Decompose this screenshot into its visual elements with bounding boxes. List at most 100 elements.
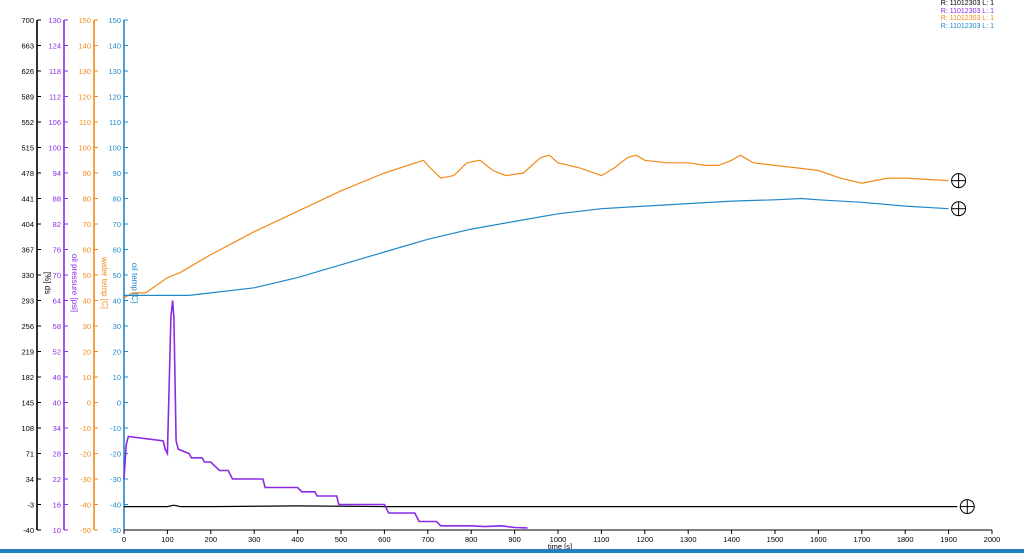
y-tick-label-oil_temp: -20 [110,450,121,459]
y-axis-title-speed: [%] ds [43,272,52,294]
y-tick-label-oil_pressure: 112 [49,93,61,102]
x-tick-label: 1700 [853,535,870,544]
x-tick-label: 1800 [897,535,914,544]
y-tick-label-oil_temp: -10 [110,424,121,433]
y-tick-label-oil_pressure: 82 [53,220,61,229]
y-tick-label-oil_pressure: 100 [48,144,61,153]
y-tick-label-oil_pressure: 22 [53,475,61,484]
y-tick-label-oil_pressure: 28 [53,450,61,459]
y-tick-label-oil_pressure: 34 [53,424,61,433]
x-tick-label: 400 [291,535,304,544]
y-tick-label-speed: 626 [21,67,34,76]
y-tick-label-oil_temp: 70 [113,220,121,229]
y-tick-label-oil_temp: 120 [108,93,121,102]
y-tick-label-water_temp: 40 [83,297,91,306]
y-tick-label-speed: 145 [21,399,34,408]
series-line-water_temp [123,154,949,299]
y-tick-label-water_temp: 0 [87,399,91,408]
x-tick-label: 200 [205,535,218,544]
y-tick-label-speed: 663 [21,42,34,51]
y-tick-label-speed: 589 [21,93,34,102]
bottom-scroll-strip[interactable] [0,549,1024,553]
y-tick-label-water_temp: 140 [78,42,91,51]
y-tick-label-speed: 700 [21,16,34,25]
y-tick-label-water_temp: -30 [80,475,91,484]
y-tick-label-speed: 71 [26,450,34,459]
y-tick-label-water_temp: 70 [83,220,91,229]
x-tick-label: 1500 [767,535,784,544]
y-tick-label-water_temp: 150 [78,16,91,25]
y-tick-label-water_temp: 10 [83,373,91,382]
y-tick-label-oil_temp: 140 [108,42,121,51]
y-tick-label-water_temp: 60 [83,246,91,255]
y-tick-label-oil_temp: 10 [113,373,121,382]
y-tick-label-speed: 515 [21,144,34,153]
legend-entry-oil-pressure: R: 11012303 L: 1 [940,7,994,15]
y-tick-label-oil_pressure: 16 [53,501,61,510]
y-tick-label-oil_temp: 50 [113,271,121,280]
y-tick-label-oil_temp: 0 [117,399,121,408]
y-tick-label-speed: -40 [23,526,34,535]
x-tick-label: 500 [335,535,348,544]
x-tick-label: 900 [508,535,521,544]
y-tick-label-water_temp: 50 [83,271,91,280]
y-tick-label-oil_pressure: 52 [53,348,61,357]
y-tick-label-water_temp: -10 [80,424,91,433]
y-axis-title-oil_temp: oil temp [C] [130,263,139,303]
y-tick-label-speed: 552 [21,118,34,127]
y-tick-label-oil_temp: 30 [113,322,121,331]
y-tick-label-oil_pressure: 124 [48,42,61,51]
y-tick-label-oil_temp: 40 [113,297,121,306]
y-tick-label-oil_pressure: 94 [53,169,61,178]
y-tick-label-water_temp: 80 [83,195,91,204]
y-tick-label-speed: 219 [21,348,34,357]
legend-entry-speed: R: 11012303 L: 1 [940,0,994,7]
y-tick-label-speed: 293 [21,297,34,306]
y-tick-label-water_temp: 20 [83,348,91,357]
x-tick-label: 1400 [723,535,740,544]
y-tick-label-oil_temp: 100 [108,144,121,153]
x-tick-label: 1200 [636,535,653,544]
y-tick-label-speed: 34 [26,475,34,484]
x-tick-label: 1100 [593,535,609,544]
y-tick-label-water_temp: 90 [83,169,91,178]
y-tick-label-oil_pressure: 64 [53,297,61,306]
y-tick-label-speed: 182 [21,373,34,382]
y-tick-label-speed: 256 [21,322,34,331]
x-tick-label: 2000 [984,535,1001,544]
x-tick-label: 300 [248,535,261,544]
y-tick-label-oil_pressure: 106 [48,118,61,127]
y-tick-label-oil_pressure: 10 [53,526,61,535]
x-tick-label: 0 [122,535,126,544]
y-tick-label-water_temp: 30 [83,322,91,331]
y-tick-label-water_temp: -50 [80,526,91,535]
y-tick-label-speed: -3 [27,501,34,510]
y-tick-label-oil_temp: 130 [108,67,121,76]
y-tick-label-speed: 330 [21,271,34,280]
y-tick-label-water_temp: -20 [80,450,91,459]
y-axis-title-water_temp: water temp [C] [100,256,109,309]
y-tick-label-speed: 404 [21,220,34,229]
series-line-speed [124,504,958,508]
legend-entry-oil-temp: R: 11012303 L: 1 [940,22,994,30]
x-tick-label: 1900 [940,535,957,544]
y-tick-label-speed: 367 [21,246,34,255]
x-tick-label: 1600 [810,535,827,544]
y-tick-label-water_temp: -40 [80,501,91,510]
y-tick-label-oil_temp: 150 [108,16,121,25]
x-axis-title: time [s] [548,542,572,551]
x-tick-label: 100 [161,535,174,544]
y-tick-label-speed: 108 [21,424,34,433]
y-tick-label-oil_temp: 110 [109,118,121,127]
y-tick-label-oil_temp: -40 [110,501,121,510]
y-tick-label-oil_pressure: 46 [53,373,61,382]
y-tick-label-oil_temp: 80 [113,195,121,204]
y-tick-label-oil_pressure: 70 [53,271,61,280]
x-tick-label: 1300 [680,535,697,544]
y-tick-label-water_temp: 110 [79,118,91,127]
y-tick-label-oil_pressure: 118 [49,67,61,76]
y-tick-label-oil_pressure: 76 [53,246,61,255]
y-tick-label-speed: 478 [21,169,34,178]
